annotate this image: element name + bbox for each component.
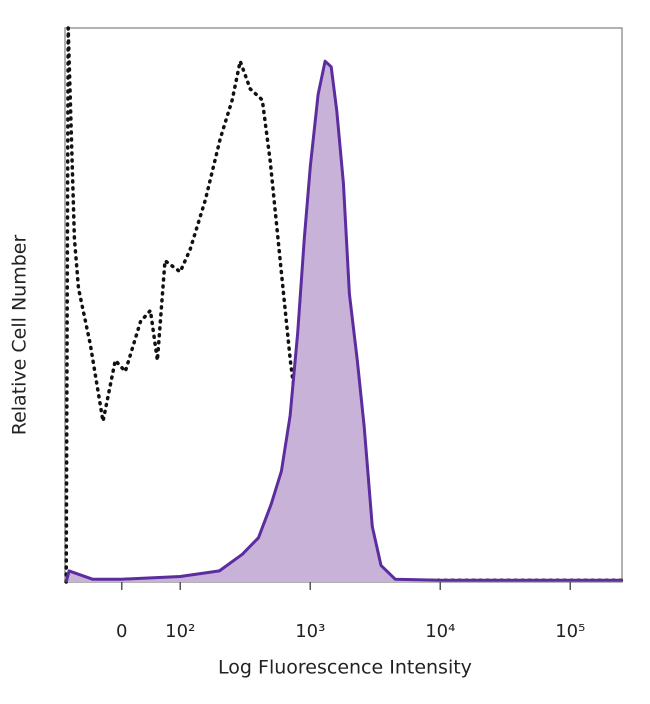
histogram-outline [64, 59, 622, 583]
x-tick-label: 10² [165, 621, 195, 642]
x-tick-label: 10⁴ [425, 621, 455, 642]
y-axis-label: Relative Cell Number [9, 235, 31, 436]
x-tick-label: 10⁵ [555, 621, 585, 642]
x-tick-label: 0 [116, 621, 127, 642]
histogram-area [66, 61, 622, 582]
x-tick-label: 10³ [295, 621, 325, 642]
x-axis-label: Log Fluorescence Intensity [218, 657, 472, 679]
histogram-dotted-line [64, 26, 624, 584]
